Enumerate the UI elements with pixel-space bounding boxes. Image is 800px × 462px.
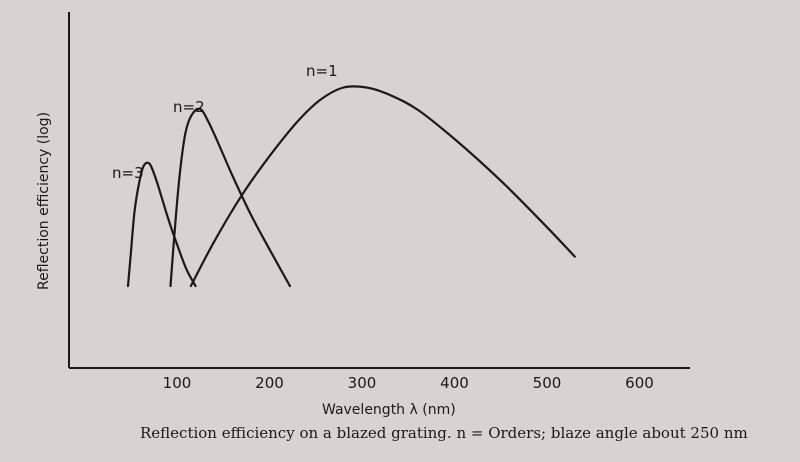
x-tick-label: 100 [163,374,192,392]
y-axis-title: Reflection efficiency (log) [36,112,52,290]
chart-axes [68,12,690,369]
x-tick-label: 200 [255,374,284,392]
x-tick-label: 600 [625,374,654,392]
annotation-n2: n=2 [173,98,205,116]
x-axis-title: Wavelength λ (nm) [322,402,456,418]
series-line-order-1 [189,85,576,288]
series-line-order-2 [169,107,291,288]
chart-curves [126,85,576,288]
x-tick-labels: 100 200 300 400 500 600 [163,374,654,392]
order-labels: n=1 n=2 n=3 [112,62,338,182]
x-tick-label: 400 [440,374,469,392]
x-tick-label: 300 [348,374,377,392]
figure-caption: Reflection efficiency on a blazed gratin… [140,424,748,442]
x-tick-label: 500 [533,374,562,392]
series-line-order-3 [126,161,197,288]
annotation-n3: n=3 [112,164,144,182]
annotation-n1: n=1 [306,62,338,80]
